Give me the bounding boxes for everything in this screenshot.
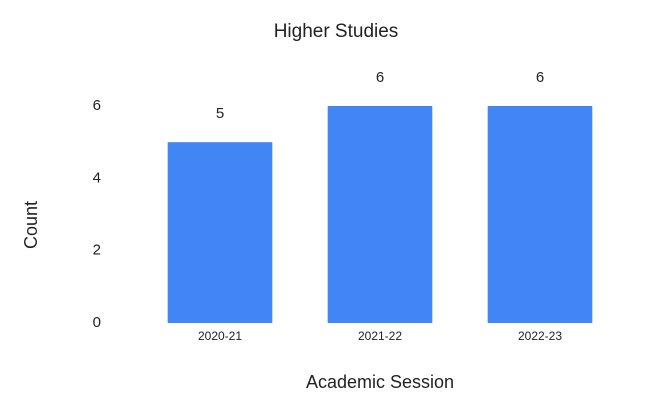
x-axis-label: Academic Session <box>306 372 454 392</box>
y-tick-label: 0 <box>93 314 101 331</box>
data-label: 5 <box>216 105 224 122</box>
bar <box>487 106 593 323</box>
chart-title: Higher Studies <box>274 21 399 42</box>
x-tick-label: 2022-23 <box>518 329 562 343</box>
x-tick-label: 2021-22 <box>358 329 402 343</box>
data-label: 6 <box>376 69 384 86</box>
bar <box>167 142 273 323</box>
data-label: 6 <box>536 69 544 86</box>
y-tick-label: 6 <box>93 97 101 114</box>
bar <box>327 106 433 323</box>
y-tick-label: 4 <box>93 169 101 186</box>
y-tick-label: 2 <box>93 242 101 259</box>
x-tick-label: 2020-21 <box>198 329 242 343</box>
y-axis-label: Count <box>21 201 41 249</box>
